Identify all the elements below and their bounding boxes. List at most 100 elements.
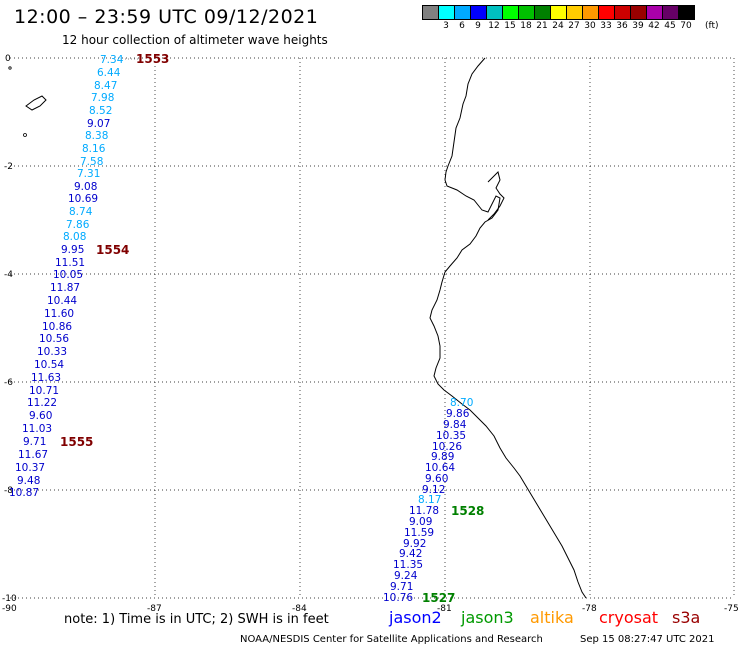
wave-height-label: 9.24 xyxy=(394,570,418,582)
wave-height-label: 11.59 xyxy=(404,527,434,539)
wave-height-label: 8.38 xyxy=(85,130,108,142)
wave-height-label: 7.58 xyxy=(80,156,103,168)
wave-height-label: 9.60 xyxy=(425,473,448,485)
legend-label xyxy=(422,21,438,31)
wave-height-label: 9.95 xyxy=(61,244,84,256)
wave-height-label: 9.09 xyxy=(409,516,432,528)
pass-time-label: 1527 xyxy=(422,591,455,605)
wave-height-label: 8.17 xyxy=(418,494,441,506)
legend-swatch xyxy=(422,5,439,20)
legend-label: 3 xyxy=(443,21,449,31)
wave-height-label: 11.78 xyxy=(409,505,439,517)
map-title: 12:00 – 23:59 UTC 09/12/2021 xyxy=(14,6,319,28)
wave-height-label: 10.33 xyxy=(37,346,67,358)
x-tick: -84 xyxy=(292,604,307,614)
legend-label: 70 xyxy=(680,21,692,31)
wave-height-label: 11.60 xyxy=(44,308,74,320)
wave-height-label: 9.60 xyxy=(29,410,52,422)
legend-label: 12 xyxy=(488,21,500,31)
legend-swatch xyxy=(534,5,551,20)
legend-swatch xyxy=(550,5,567,20)
wave-height-label: 8.74 xyxy=(69,206,93,218)
x-tick: -75 xyxy=(724,604,739,614)
wave-height-label: 9.86 xyxy=(446,408,470,420)
island xyxy=(25,95,47,111)
pass-time-label: 1554 xyxy=(96,243,129,257)
wave-height-label: 6.44 xyxy=(97,67,121,79)
wave-height-label: 10.64 xyxy=(425,462,455,474)
wave-height-label: 11.03 xyxy=(22,423,52,435)
legend-unit: (ft) xyxy=(705,21,719,31)
wave-height-label: 11.87 xyxy=(50,282,80,294)
island xyxy=(8,66,12,70)
footer-note: note: 1) Time is in UTC; 2) SWH is in fe… xyxy=(64,612,329,627)
wave-height-label: 10.35 xyxy=(436,430,466,442)
east-track: 8.70 9.86 9.84 10.35 10.26 9.89 10.64 9.… xyxy=(383,397,473,604)
y-tick: 0 xyxy=(5,54,11,64)
wave-height-label: 10.54 xyxy=(34,359,64,371)
legend-swatch xyxy=(678,5,695,20)
legend-swatch xyxy=(614,5,631,20)
wave-height-label: 11.22 xyxy=(27,397,57,409)
legend-label: 42 xyxy=(648,21,660,31)
pass-time-label: 1553 xyxy=(136,52,169,66)
legend-label: 39 xyxy=(632,21,644,31)
wave-height-label: 9.71 xyxy=(23,436,46,448)
legend-label: 9 xyxy=(475,21,481,31)
wave-height-label: 9.84 xyxy=(443,419,467,431)
wave-height-label: 10.37 xyxy=(15,462,45,474)
legend-swatch xyxy=(598,5,615,20)
legend-label: 6 xyxy=(459,21,465,31)
legend-swatch xyxy=(566,5,583,20)
legend-swatch xyxy=(518,5,535,20)
wave-height-label: 11.35 xyxy=(393,559,423,571)
wave-height-label: 10.56 xyxy=(39,333,69,345)
y-tick: -8 xyxy=(4,486,13,496)
legend-swatch xyxy=(582,5,599,20)
legend-swatch xyxy=(646,5,663,20)
legend-swatch xyxy=(662,5,679,20)
wave-height-label: 9.07 xyxy=(87,118,110,130)
legend-label: 18 xyxy=(520,21,532,31)
wave-height-label: 7.34 xyxy=(100,54,124,66)
legend-label: 36 xyxy=(616,21,628,31)
pass-times: 1553 1554 1555 1528 1527 xyxy=(60,52,484,605)
satellite-name: s3a xyxy=(672,608,701,627)
wave-height-label: 11.51 xyxy=(55,257,85,269)
legend-swatch xyxy=(438,5,455,20)
west-track: 7.34 6.44 8.47 7.98 8.52 9.07 8.38 8.16 … xyxy=(9,54,124,499)
wave-height-label: 9.42 xyxy=(399,548,422,560)
y-axis: 0 -2 -4 -6 -8 -10 xyxy=(2,54,17,604)
credit-text: NOAA/NESDIS Center for Satellite Applica… xyxy=(240,634,543,645)
legend-swatch xyxy=(454,5,471,20)
wave-height-label: 11.63 xyxy=(31,372,61,384)
x-tick: -90 xyxy=(2,604,17,614)
wave-height-label: 8.52 xyxy=(89,105,112,117)
x-tick: -81 xyxy=(437,604,452,614)
timestamp-text: Sep 15 08:27:47 UTC 2021 xyxy=(580,634,715,645)
satellite-name: cryosat xyxy=(599,608,659,627)
wave-height-label: 8.47 xyxy=(94,80,117,92)
satellite-name: altika xyxy=(530,608,574,627)
pass-time-label: 1555 xyxy=(60,435,93,449)
x-axis: -90 -87 -84 -81 -78 -75 xyxy=(2,604,739,614)
wave-height-label: 10.44 xyxy=(47,295,77,307)
legend-label: 21 xyxy=(536,21,548,31)
pass-time-label: 1528 xyxy=(451,504,484,518)
wave-height-label: 8.16 xyxy=(82,143,106,155)
wave-height-label: 7.86 xyxy=(66,219,90,231)
wave-height-label: 9.08 xyxy=(74,181,97,193)
color-legend xyxy=(422,5,695,20)
x-tick: -87 xyxy=(147,604,162,614)
legend-label: 24 xyxy=(552,21,564,31)
y-tick: -4 xyxy=(4,270,13,280)
wave-height-label: 10.69 xyxy=(68,193,98,205)
legend-label: 30 xyxy=(584,21,596,31)
river-delta xyxy=(487,171,505,221)
satellite-name: jason2 xyxy=(389,608,442,627)
legend-label: 33 xyxy=(600,21,612,31)
wave-height-label: 10.05 xyxy=(53,269,83,281)
y-tick: -6 xyxy=(4,378,13,388)
legend-labels: 3 6 9 12 15 18 21 24 27 30 33 36 39 42 45 70 xyxy=(422,21,694,31)
